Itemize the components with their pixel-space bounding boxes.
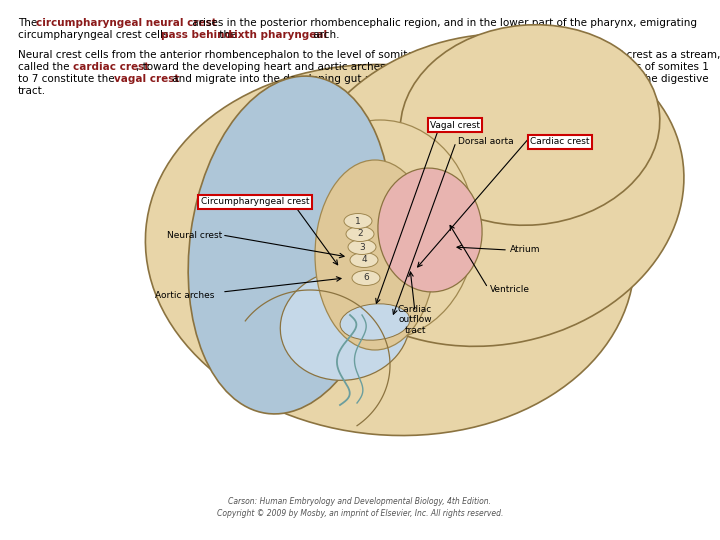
Text: Dorsal aorta: Dorsal aorta (458, 138, 513, 146)
Ellipse shape (145, 64, 634, 436)
Ellipse shape (344, 213, 372, 228)
Text: , toward the developing heart and aortic arches, whereas other neural crest cell: , toward the developing heart and aortic… (136, 62, 709, 72)
Text: Neural crest cells from the anterior rhombencephalon to the level of somite 5  e: Neural crest cells from the anterior rho… (18, 50, 720, 60)
Ellipse shape (280, 269, 410, 380)
Ellipse shape (350, 253, 378, 267)
Text: Circumpharyngeal crest: Circumpharyngeal crest (201, 198, 310, 206)
Text: sixth pharyngeal: sixth pharyngeal (228, 30, 327, 40)
Text: Carson: Human Embryology and Developmental Biology, 4th Edition.
Copyright © 200: Carson: Human Embryology and Development… (217, 497, 503, 518)
Ellipse shape (296, 33, 684, 346)
Text: 3: 3 (359, 242, 365, 252)
Ellipse shape (346, 226, 374, 241)
Text: Cardiac
outflow
tract: Cardiac outflow tract (398, 305, 432, 335)
Text: The: The (18, 18, 40, 28)
Ellipse shape (352, 271, 380, 286)
Text: circumpharyngeal neural crest: circumpharyngeal neural crest (36, 18, 217, 28)
Ellipse shape (378, 168, 482, 292)
Text: to 7 constitute the: to 7 constitute the (18, 74, 118, 84)
Text: 6: 6 (363, 273, 369, 282)
Text: cardiac crest: cardiac crest (73, 62, 149, 72)
Text: Neural crest: Neural crest (167, 231, 222, 240)
Text: Atrium: Atrium (510, 246, 541, 254)
Ellipse shape (400, 25, 660, 225)
Text: 1: 1 (355, 217, 361, 226)
Text: Aortic arches: Aortic arches (155, 291, 215, 300)
Ellipse shape (340, 304, 410, 340)
Text: 2: 2 (357, 230, 363, 239)
Text: called the: called the (18, 62, 73, 72)
Ellipse shape (315, 160, 435, 350)
Text: 4: 4 (361, 255, 366, 265)
Text: arises in the posterior rhombencephalic region, and in the lower part of the pha: arises in the posterior rhombencephalic … (189, 18, 697, 28)
Text: vagal crest: vagal crest (114, 74, 179, 84)
Text: Ventricle: Ventricle (490, 286, 530, 294)
Text: the: the (216, 30, 240, 40)
Text: arch.: arch. (310, 30, 340, 40)
Text: and migrate into the developing gut as precursors of the parasympathetic innerva: and migrate into the developing gut as p… (169, 74, 708, 84)
Text: circumpharyngeal crest cells: circumpharyngeal crest cells (18, 30, 172, 40)
Ellipse shape (188, 76, 392, 414)
Text: Vagal crest: Vagal crest (430, 120, 480, 130)
Text: pass behind: pass behind (161, 30, 232, 40)
Ellipse shape (348, 240, 376, 254)
Text: Cardiac crest: Cardiac crest (530, 138, 590, 146)
Text: tract.: tract. (18, 86, 46, 96)
Ellipse shape (285, 120, 475, 340)
